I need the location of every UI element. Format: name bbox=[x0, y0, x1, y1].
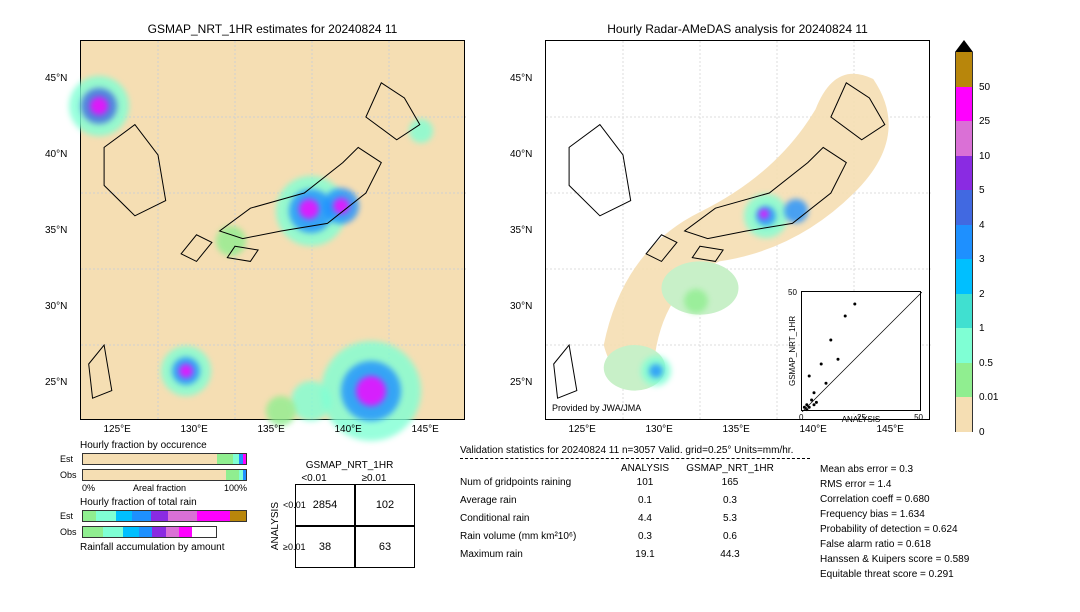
left-map-title: GSMAP_NRT_1HR estimates for 20240824 11 bbox=[80, 22, 465, 36]
x-tick: 140°E bbox=[335, 424, 362, 435]
colorbar-tick: 0.5 bbox=[979, 358, 993, 369]
scatter-inset: ANALYSIS GSMAP_NRT_1HR 0 50 50 25 bbox=[801, 291, 921, 411]
y-tick: 25°N bbox=[510, 377, 532, 388]
colorbar-segment bbox=[955, 52, 973, 87]
x-tick: 130°E bbox=[646, 424, 673, 435]
y-tick: 25°N bbox=[45, 377, 67, 388]
y-tick: 35°N bbox=[45, 225, 67, 236]
colorbar-segment bbox=[955, 294, 973, 329]
x-tick: 135°E bbox=[723, 424, 750, 435]
error-stat-row: Probability of detection = 0.624 bbox=[820, 522, 969, 537]
stat-row: Maximum rain19.144.3 bbox=[460, 546, 810, 564]
colorbar-tick: 50 bbox=[979, 82, 990, 93]
y-tick: 40°N bbox=[45, 149, 67, 160]
error-stat-row: Mean abs error = 0.3 bbox=[820, 462, 969, 477]
contingency-col-header: GSMAP_NRT_1HR bbox=[284, 460, 415, 471]
colorbar-tick: 10 bbox=[979, 151, 990, 162]
bar-charts: Hourly fraction by occurence Est Obs 0%A… bbox=[60, 440, 255, 553]
colorbar-tick: 3 bbox=[979, 254, 985, 265]
x-tick: 125°E bbox=[569, 424, 596, 435]
colorbar-segment bbox=[955, 87, 973, 122]
right-map-panel: Provided by JWA/JMA ANALYSIS GSMAP_NRT_1… bbox=[545, 40, 930, 420]
error-stat-row: Frequency bias = 1.634 bbox=[820, 507, 969, 522]
colorbar: 00.010.512345102550 bbox=[955, 40, 973, 432]
x-tick: 145°E bbox=[877, 424, 904, 435]
contingency-row-header: ANALYSIS bbox=[270, 502, 281, 550]
colorbar-segment bbox=[955, 121, 973, 156]
validation-title: Validation statistics for 20240824 11 n=… bbox=[460, 445, 810, 456]
stat-row: Rain volume (mm km²10⁶)0.30.6 bbox=[460, 528, 810, 546]
y-tick: 30°N bbox=[45, 301, 67, 312]
bar-title-2: Hourly fraction of total rain bbox=[80, 497, 255, 508]
error-stat-row: RMS error = 1.4 bbox=[820, 477, 969, 492]
y-tick: 40°N bbox=[510, 149, 532, 160]
stat-row: Num of gridpoints raining101165 bbox=[460, 474, 810, 492]
error-stat-row: Equitable threat score = 0.291 bbox=[820, 567, 969, 582]
error-stats: Mean abs error = 0.3RMS error = 1.4Corre… bbox=[820, 462, 969, 582]
y-tick: 30°N bbox=[510, 301, 532, 312]
x-tick: 125°E bbox=[104, 424, 131, 435]
contingency-table: GSMAP_NRT_1HR <0.01≥0.01 ANALYSIS <0.012… bbox=[270, 460, 415, 568]
x-tick: 135°E bbox=[258, 424, 285, 435]
bar-title-1: Hourly fraction by occurence bbox=[80, 440, 255, 451]
colorbar-tick: 25 bbox=[979, 116, 990, 127]
stat-row: Conditional rain4.45.3 bbox=[460, 510, 810, 528]
x-tick: 130°E bbox=[181, 424, 208, 435]
stat-row: Average rain0.10.3 bbox=[460, 492, 810, 510]
error-stat-row: False alarm ratio = 0.618 bbox=[820, 537, 969, 552]
colorbar-segment bbox=[955, 363, 973, 398]
colorbar-segment bbox=[955, 397, 973, 432]
colorbar-segment bbox=[955, 259, 973, 294]
map-attribution: Provided by JWA/JMA bbox=[552, 403, 641, 413]
x-tick: 145°E bbox=[412, 424, 439, 435]
colorbar-segment bbox=[955, 328, 973, 363]
colorbar-tick: 1 bbox=[979, 323, 985, 334]
validation-stats: Validation statistics for 20240824 11 n=… bbox=[460, 445, 810, 564]
colorbar-tick: 5 bbox=[979, 185, 985, 196]
error-stat-row: Hanssen & Kuipers score = 0.589 bbox=[820, 552, 969, 567]
x-tick: 140°E bbox=[800, 424, 827, 435]
y-tick: 35°N bbox=[510, 225, 532, 236]
figure-root: GSMAP_NRT_1HR estimates for 20240824 11 … bbox=[0, 0, 1080, 612]
colorbar-tick: 0 bbox=[979, 427, 985, 438]
colorbar-segment bbox=[955, 190, 973, 225]
colorbar-tick: 2 bbox=[979, 289, 985, 300]
bar-title-3: Rainfall accumulation by amount bbox=[80, 542, 255, 553]
colorbar-tick: 4 bbox=[979, 220, 985, 231]
error-stat-row: Correlation coeff = 0.680 bbox=[820, 492, 969, 507]
colorbar-segment bbox=[955, 156, 973, 191]
colorbar-tick: 0.01 bbox=[979, 392, 998, 403]
y-tick: 45°N bbox=[45, 73, 67, 84]
left-map-panel bbox=[80, 40, 465, 420]
y-tick: 45°N bbox=[510, 73, 532, 84]
colorbar-segment bbox=[955, 225, 973, 260]
right-map-title: Hourly Radar-AMeDAS analysis for 2024082… bbox=[545, 22, 930, 36]
